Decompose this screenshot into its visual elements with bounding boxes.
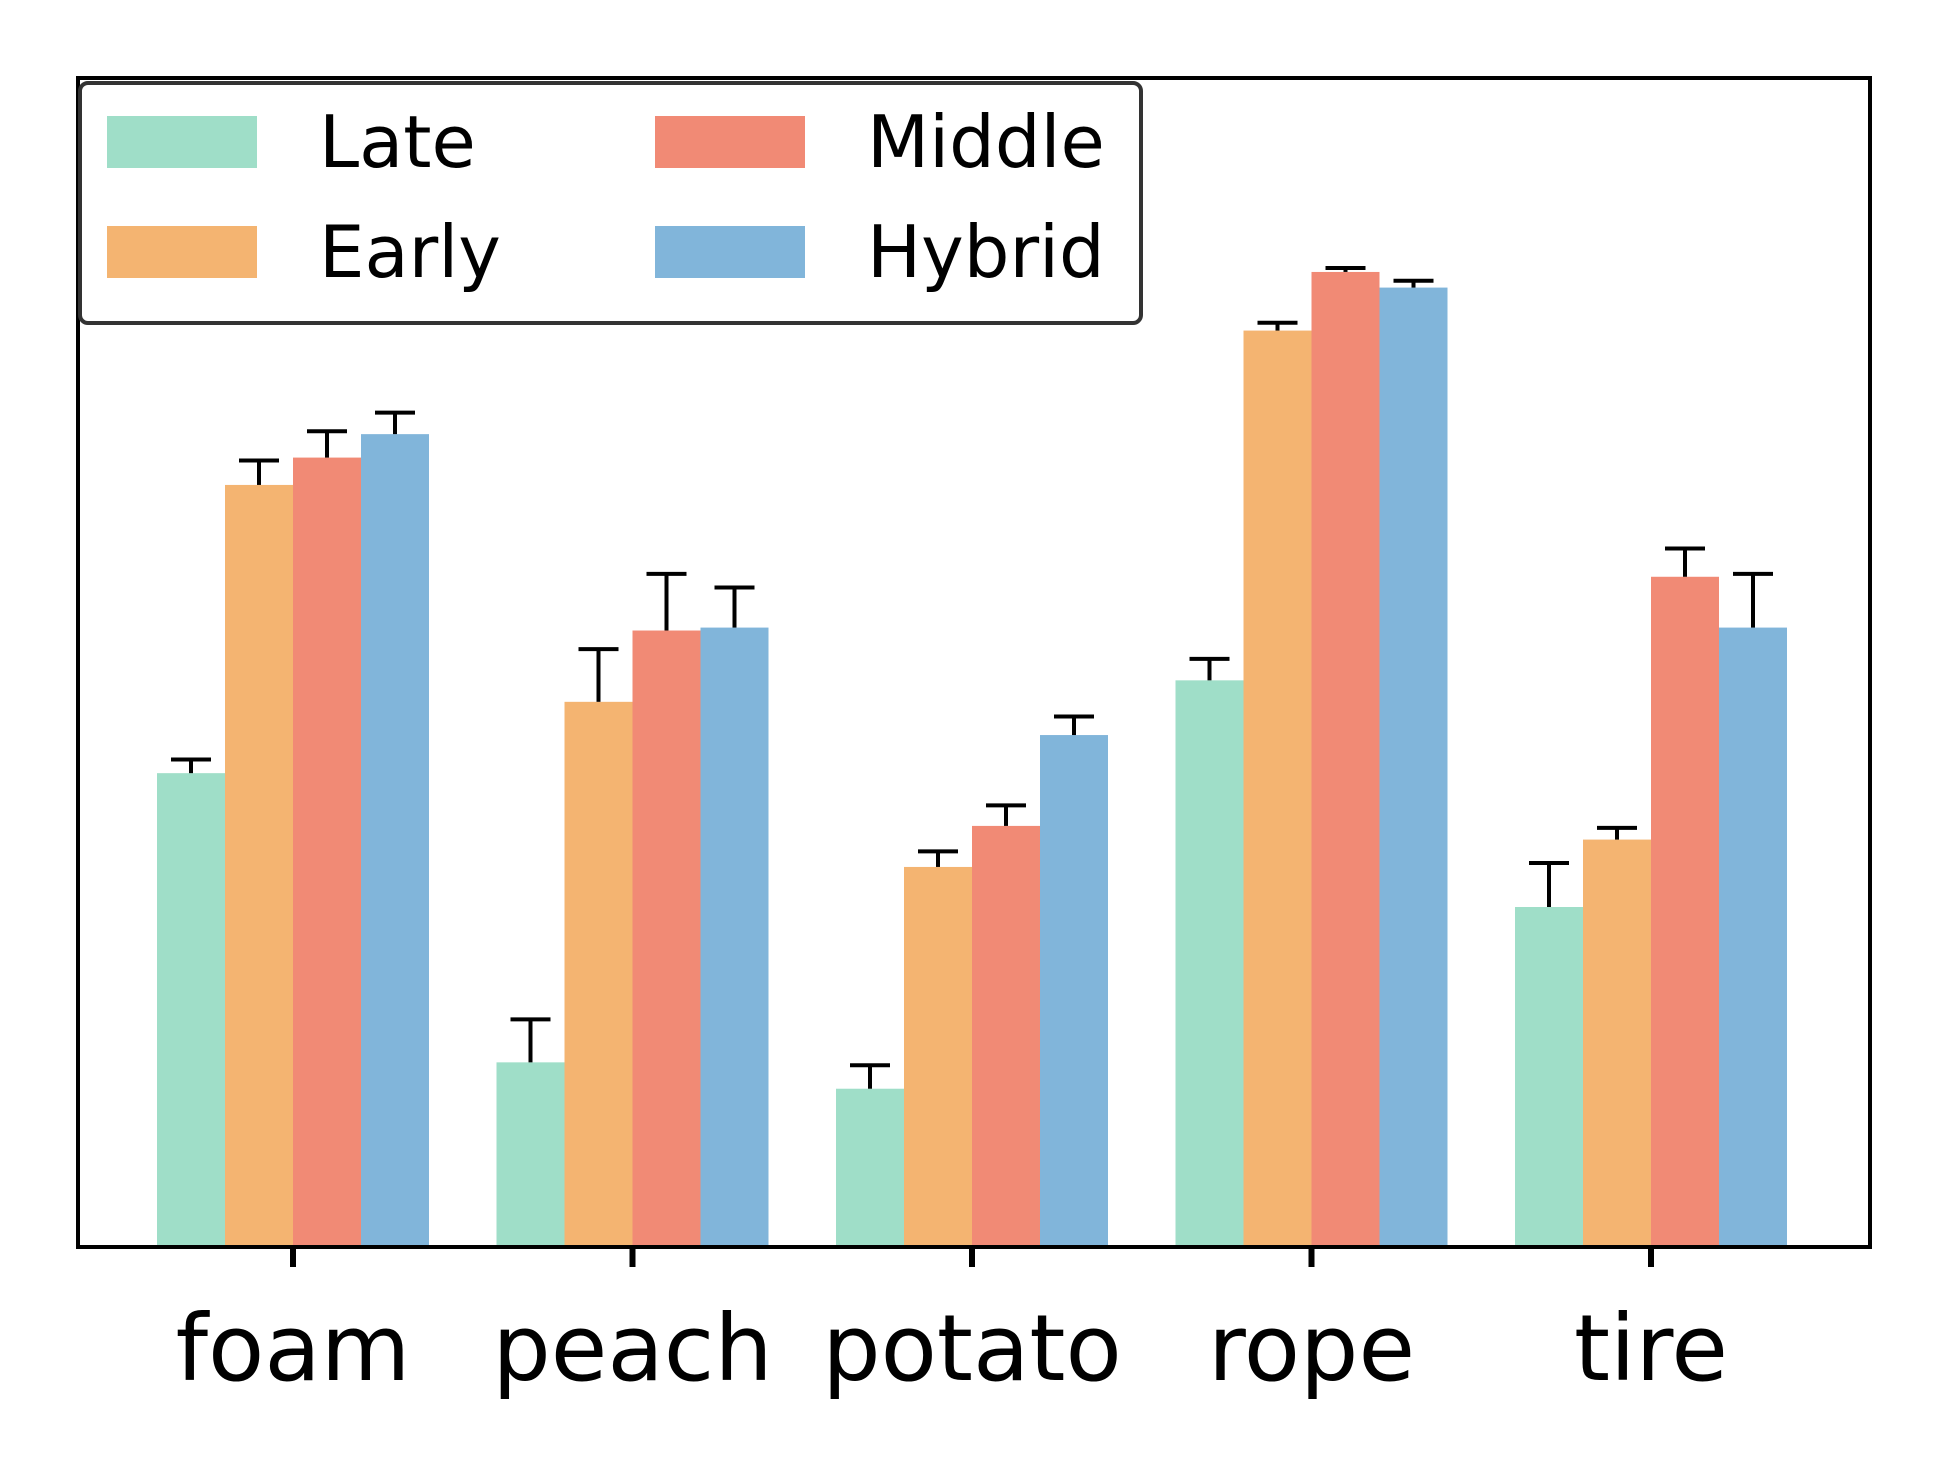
- bar-tire-middle: [1651, 576, 1719, 1247]
- legend-swatch-hybrid: [655, 226, 805, 278]
- x-tick-label-peach: peach: [492, 1295, 772, 1402]
- error-bar-potato-middle: [986, 803, 1026, 826]
- bar-potato-early: [904, 866, 972, 1247]
- legend-label-hybrid: Hybrid: [867, 210, 1105, 294]
- legend-label-late: Late: [319, 100, 476, 184]
- bar-peach-early: [564, 701, 633, 1247]
- bar-foam-hybrid: [361, 434, 429, 1247]
- error-bar-peach-early: [578, 647, 619, 702]
- x-tick-label-tire: tire: [1574, 1295, 1728, 1402]
- legend-item-middle[interactable]: Middle: [655, 100, 1105, 184]
- error-bar-foam-early: [239, 458, 279, 485]
- error-bar-foam-hybrid: [375, 410, 415, 435]
- legend-item-late[interactable]: Late: [107, 100, 476, 184]
- legend-swatch-middle: [655, 116, 805, 168]
- error-bar-foam-middle: [307, 429, 347, 458]
- bar-rope-middle: [1311, 271, 1380, 1248]
- bar-peach-hybrid: [700, 627, 769, 1247]
- error-bar-potato-early: [918, 849, 958, 867]
- bar-rope-early: [1243, 330, 1312, 1248]
- bar-peach-late: [496, 1062, 565, 1247]
- bar-tire-late: [1515, 907, 1583, 1247]
- error-bar-tire-early: [1597, 825, 1637, 840]
- bar-peach-middle: [632, 630, 701, 1247]
- bar-rope-hybrid: [1379, 287, 1448, 1247]
- bar-foam-late: [157, 773, 225, 1247]
- bar-tire-early: [1583, 839, 1651, 1247]
- error-bar-potato-hybrid: [1054, 714, 1094, 736]
- x-tick-label-rope: rope: [1208, 1295, 1415, 1402]
- error-bar-tire-middle: [1665, 546, 1705, 577]
- legend-box: [78, 81, 1143, 325]
- bar-potato-hybrid: [1040, 735, 1108, 1247]
- legend-swatch-late: [107, 116, 257, 168]
- error-bar-tire-late: [1529, 861, 1569, 908]
- x-axis: foam peach potato rope tire: [176, 1247, 1728, 1402]
- legend-item-early[interactable]: Early: [107, 210, 501, 294]
- legend-swatch-early: [107, 226, 257, 278]
- bar-tire-hybrid: [1719, 627, 1787, 1247]
- legend-label-middle: Middle: [867, 100, 1105, 184]
- legend-label-early: Early: [319, 210, 501, 294]
- bar-potato-late: [836, 1088, 904, 1247]
- bar-potato-middle: [972, 825, 1040, 1247]
- bars-layer: [157, 271, 1787, 1248]
- bar-rope-late: [1175, 680, 1244, 1247]
- error-bar-rope-hybrid: [1393, 278, 1434, 288]
- bar-foam-middle: [293, 457, 361, 1248]
- error-bar-peach-middle: [646, 571, 687, 631]
- error-bar-potato-late: [850, 1063, 890, 1089]
- bar-foam-early: [225, 484, 293, 1247]
- error-bar-rope-early: [1257, 320, 1298, 331]
- error-bar-rope-late: [1189, 656, 1230, 681]
- error-bars-layer: [171, 266, 1773, 1089]
- x-tick-label-foam: foam: [176, 1295, 411, 1402]
- error-bar-peach-late: [510, 1017, 551, 1063]
- error-bar-foam-late: [171, 757, 211, 774]
- legend-item-hybrid[interactable]: Hybrid: [655, 210, 1105, 294]
- error-bar-tire-hybrid: [1733, 571, 1773, 628]
- error-bar-rope-middle: [1325, 266, 1366, 272]
- x-tick-label-potato: potato: [822, 1295, 1122, 1402]
- error-bar-peach-hybrid: [714, 585, 755, 628]
- legend[interactable]: Late Middle Early Hybrid: [78, 81, 1143, 325]
